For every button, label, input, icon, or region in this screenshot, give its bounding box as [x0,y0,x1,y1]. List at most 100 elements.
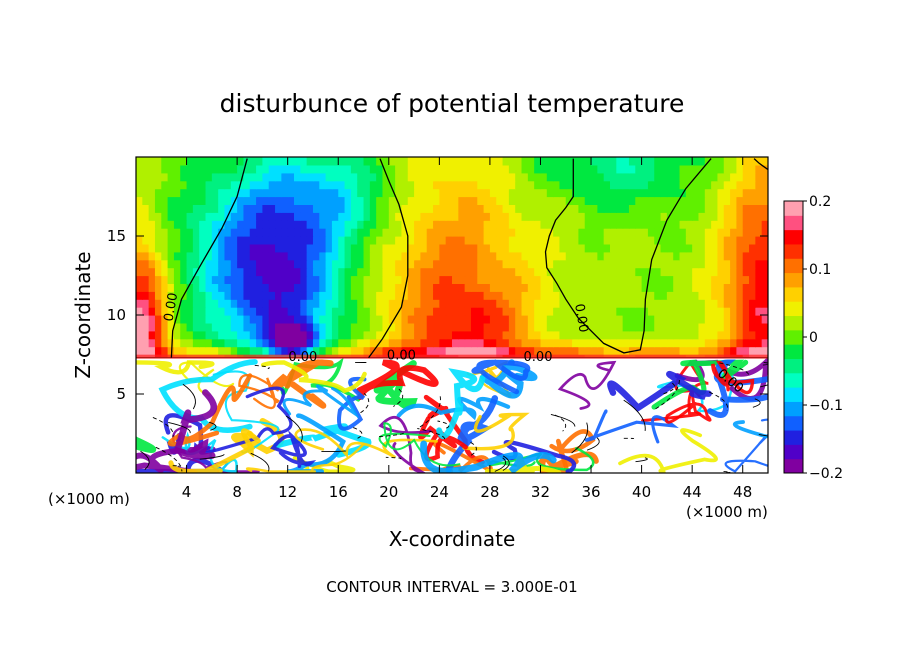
heat-cell [717,322,725,332]
heat-cell [331,236,339,245]
heat-cell [540,180,548,190]
heat-cell [167,275,175,284]
heat-cell [249,307,257,316]
heat-cell [755,315,763,324]
heat-cell [546,283,554,292]
heat-cell [591,172,598,182]
heat-cell [287,164,295,174]
heat-cell [249,330,257,340]
heat-cell [591,157,598,166]
heat-cell [256,267,263,277]
heat-cell [470,338,478,348]
heat-cell [136,157,143,166]
heat-cell [376,188,384,198]
heat-cell [534,330,542,340]
heat-cell [287,243,295,253]
heat-cell [211,196,219,205]
heat-cell [395,283,403,292]
heat-cell [692,338,700,348]
heat-cell [692,251,700,261]
heat-cell [382,228,390,237]
heat-cell [685,291,693,300]
heat-cell [654,157,662,166]
heat-cell [603,172,611,182]
heat-cell [654,236,662,245]
y-tick-label: 15 [107,227,126,245]
heat-cell [199,307,207,316]
heat-cell [167,188,175,198]
x-tick-label: 4 [182,483,192,501]
heat-cell [610,180,617,190]
heat-cell [268,243,276,253]
heat-cell [717,157,725,166]
heat-cell [445,251,453,261]
heat-cell [647,196,655,205]
heat-cell [325,164,333,174]
heat-cell [527,196,535,205]
heat-cell [281,330,289,340]
heat-cell [199,338,207,348]
heat-cell [584,283,592,292]
heat-cell [742,338,750,348]
heat-cell [654,204,662,213]
heat-cell [553,220,561,229]
heat-cell [553,267,561,277]
heat-cell [344,307,352,316]
heat-cell [249,259,257,269]
heat-cell [319,299,327,308]
heat-cell [224,204,232,213]
heat-cell [673,180,681,190]
heat-cell [199,180,207,190]
heat-cell [186,275,194,284]
heat-cell [578,291,586,300]
lower-contour-line [758,434,768,437]
heat-cell [433,180,440,190]
heat-cell [685,204,693,213]
heat-cell [268,164,276,174]
heat-cell [369,180,377,190]
heat-cell [515,204,523,213]
heat-cell [458,283,466,292]
heat-cell [224,291,232,300]
heat-cell [237,259,245,269]
heat-cell [369,164,377,174]
heat-cell [395,251,403,261]
heat-cell [534,299,542,308]
heat-cell [515,259,523,269]
heat-cell [717,338,725,348]
heat-cell [641,172,649,182]
heat-cell [224,228,232,237]
heat-cell [711,307,719,316]
heat-cell [553,275,561,284]
heat-cell [489,346,497,356]
heat-cell [654,180,662,190]
heat-cell [628,220,636,229]
heat-cell [414,220,421,229]
heat-cell [439,275,447,284]
heat-cell [154,330,162,340]
heat-cell [306,204,314,213]
heat-cell [508,307,516,316]
heat-cell [369,267,377,277]
heat-cell [559,299,567,308]
heat-cell [464,315,472,324]
heat-cell [186,251,194,261]
heat-cell [281,275,289,284]
heat-cell [344,172,352,182]
heat-cell [489,275,497,284]
heat-cell [388,299,396,308]
heat-cell [192,330,200,340]
heat-cell [357,164,365,174]
heat-cell [167,180,175,190]
heat-cell [622,212,630,221]
heat-cell [578,307,586,316]
heat-cell [426,299,434,308]
heat-cell [300,291,308,300]
heat-cell [142,267,150,277]
heat-cell [622,338,630,348]
heat-cell [489,204,497,213]
heat-cell [742,236,750,245]
heat-cell [369,228,377,237]
heat-cell [173,188,181,198]
heat-cell [433,157,440,166]
